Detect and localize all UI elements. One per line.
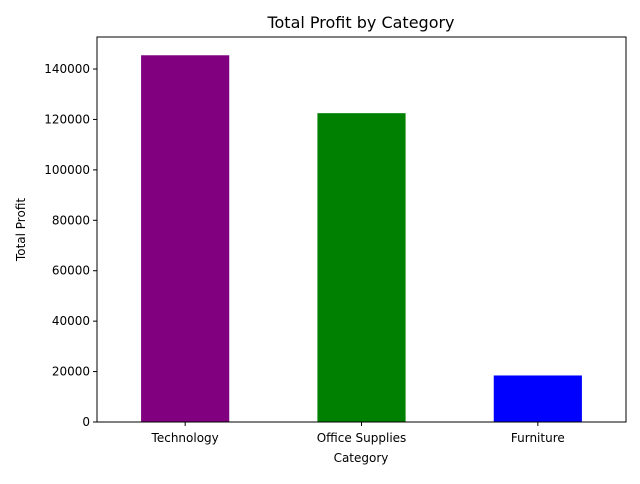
- y-axis-ticks: 0 20000 40000 60000 80000 100000 120000 140000: [44, 62, 97, 429]
- y-tick-label: 140000: [44, 62, 90, 76]
- y-tick-label: 60000: [52, 264, 90, 278]
- x-tick-label: Technology: [151, 431, 219, 445]
- x-axis-ticks: Technology Office Supplies Furniture: [151, 422, 565, 445]
- y-axis-label: Total Profit: [14, 198, 28, 262]
- x-tick-label: Furniture: [511, 431, 565, 445]
- y-tick-label: 120000: [44, 112, 90, 126]
- x-axis-label: Category: [334, 451, 389, 465]
- y-tick-label: 80000: [52, 213, 90, 227]
- plot-frame: [96, 36, 627, 423]
- bar-technology: [141, 55, 230, 423]
- bar-office-supplies: [317, 113, 406, 422]
- y-tick-label: 0: [82, 415, 90, 429]
- y-tick-label: 100000: [44, 163, 90, 177]
- y-tick-label: 20000: [52, 365, 90, 379]
- bars: [141, 55, 582, 423]
- x-tick-label: Office Supplies: [317, 431, 407, 445]
- chart-title: Total Profit by Category: [266, 13, 454, 32]
- y-tick-label: 40000: [52, 314, 90, 328]
- bar-furniture: [493, 375, 582, 422]
